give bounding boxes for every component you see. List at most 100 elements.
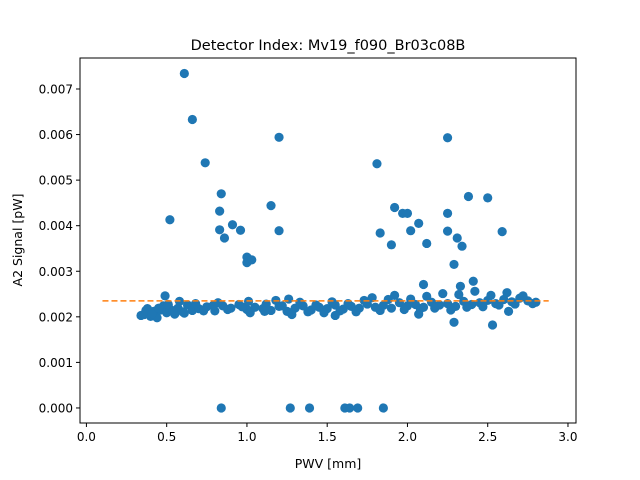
- outlier-point: [200, 158, 210, 168]
- band-point: [418, 279, 429, 290]
- outlier-point: [372, 159, 382, 169]
- band-point: [455, 281, 466, 291]
- band-point: [154, 303, 164, 313]
- outlier-point: [452, 233, 462, 243]
- band-point: [518, 291, 528, 301]
- band-point: [462, 302, 472, 312]
- x-tick-label: 2.0: [398, 430, 417, 444]
- outlier-point: [386, 240, 397, 250]
- outlier-point: [402, 208, 413, 218]
- band-point: [319, 308, 329, 318]
- x-axis: 0.0 0.5 1.0 1.5 2.0 2.5 3.0: [77, 423, 578, 444]
- outlier-point: [390, 202, 400, 213]
- band-point: [277, 301, 287, 311]
- plot-area: [79, 57, 577, 424]
- zero-point: [216, 403, 226, 413]
- y-tick-label: 0.003: [39, 265, 73, 279]
- outlier-point: [406, 226, 416, 236]
- band-point: [510, 299, 520, 309]
- outlier-point: [442, 226, 453, 236]
- band-point: [386, 303, 397, 313]
- outlier-point: [247, 255, 257, 265]
- band-point: [406, 294, 416, 304]
- y-axis: 0.000 0.001 0.002 0.003 0.004 0.005 0.006 0.007: [39, 82, 80, 415]
- y-tick-label: 0.007: [39, 82, 73, 96]
- band-point: [438, 288, 448, 299]
- band-point: [390, 290, 400, 301]
- outlier-point: [457, 241, 467, 251]
- chart-title: Detector Index: Mv19_f090_Br03c08B: [191, 38, 466, 54]
- outlier-point: [497, 227, 507, 237]
- band-point: [430, 303, 440, 313]
- outlier-point: [375, 228, 385, 238]
- y-tick-label: 0.006: [39, 128, 73, 142]
- band-point: [311, 300, 321, 310]
- band-point: [259, 306, 270, 316]
- band-point: [414, 309, 424, 319]
- outlier-point: [449, 259, 459, 270]
- x-tick-label: 0.0: [77, 430, 96, 444]
- band-point: [147, 309, 157, 319]
- band-point: [454, 289, 464, 300]
- band-point: [375, 305, 385, 316]
- y-axis-label: A2 Signal [pW]: [10, 194, 25, 287]
- y-tick-label: 0.001: [39, 356, 73, 370]
- x-tick-label: 1.5: [318, 430, 337, 444]
- band-point: [261, 299, 271, 309]
- y-tick-label: 0.000: [39, 401, 73, 415]
- outlier-point: [442, 208, 453, 218]
- band-point: [284, 294, 294, 304]
- band-point: [245, 308, 255, 318]
- band-point: [449, 317, 459, 327]
- band-point: [446, 305, 456, 315]
- x-tick-label: 2.5: [478, 430, 497, 444]
- plot-frame: [79, 57, 577, 424]
- outlier-point: [187, 114, 197, 125]
- band-point: [503, 306, 514, 316]
- band-point: [223, 304, 233, 315]
- band-point: [168, 306, 178, 316]
- y-tick-label: 0.002: [39, 310, 73, 324]
- band-point: [303, 307, 313, 317]
- zero-point: [345, 403, 355, 413]
- outlier-point: [483, 193, 493, 203]
- outlier-point: [215, 225, 225, 235]
- band-point: [327, 297, 337, 307]
- band-point: [237, 302, 247, 312]
- outlier-point: [442, 133, 453, 143]
- y-tick-label: 0.004: [39, 219, 73, 233]
- outlier-point: [179, 68, 189, 79]
- band-point: [468, 276, 478, 286]
- y-tick-label: 0.005: [39, 174, 73, 188]
- zero-point: [304, 403, 315, 413]
- band-point: [351, 307, 361, 317]
- band-point: [487, 320, 498, 330]
- x-tick-label: 1.0: [237, 430, 256, 444]
- band-point: [478, 302, 488, 312]
- zero-point: [353, 403, 363, 413]
- outlier-point: [266, 201, 276, 211]
- zero-point: [378, 403, 388, 413]
- band-point: [330, 310, 340, 321]
- zero-point: [285, 403, 295, 413]
- band-point: [208, 300, 218, 311]
- band-point: [287, 309, 297, 320]
- band-point: [198, 306, 209, 316]
- outlier-point: [414, 218, 424, 229]
- band-point: [422, 291, 432, 301]
- outlier-point: [227, 220, 238, 230]
- outlier-point: [235, 225, 246, 235]
- data-points: [136, 68, 541, 413]
- x-axis-label: PWV [mm]: [295, 456, 362, 471]
- outlier-point: [274, 132, 284, 142]
- band-point: [502, 288, 512, 298]
- outlier-point: [463, 191, 474, 202]
- outlier-point: [219, 233, 230, 243]
- band-point: [367, 293, 377, 303]
- band-point: [486, 290, 496, 301]
- band-point: [163, 299, 173, 310]
- x-tick-label: 0.5: [157, 430, 176, 444]
- outlier-point: [216, 189, 226, 199]
